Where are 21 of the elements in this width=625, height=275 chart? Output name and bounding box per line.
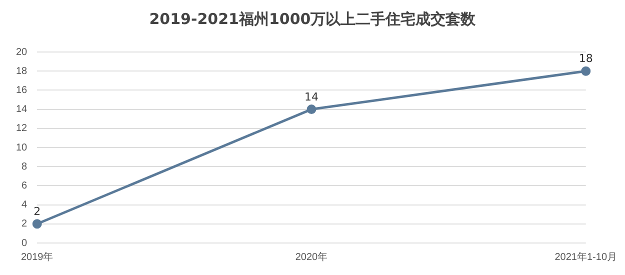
data-label: 18	[578, 52, 593, 66]
y-tick-label: 14	[16, 104, 28, 116]
y-tick-label: 20	[16, 46, 28, 58]
point	[581, 66, 591, 76]
y-tick-label: 12	[16, 123, 28, 134]
y-tick-label: 6	[22, 180, 28, 192]
x-tick-label: 2019年	[21, 250, 54, 263]
y-tick-label: 2	[22, 218, 28, 230]
y-tick-label: 18	[16, 66, 28, 77]
x-tick-label: 2021年1-10月	[554, 250, 617, 263]
y-tick-label: 0	[22, 238, 28, 249]
y-tick-label: 10	[16, 142, 28, 154]
y-tick-label: 4	[22, 200, 28, 211]
x-tick-label: 2020年	[295, 250, 328, 263]
y-tick-label: 16	[16, 84, 28, 96]
data-label: 14	[304, 90, 318, 104]
point	[32, 219, 42, 229]
chart-title: 2019-2021福州1000万以上二手住宅成交套数	[148, 10, 477, 29]
point	[306, 104, 316, 114]
y-tick-label: 8	[22, 161, 28, 172]
data-label: 2	[34, 204, 41, 218]
